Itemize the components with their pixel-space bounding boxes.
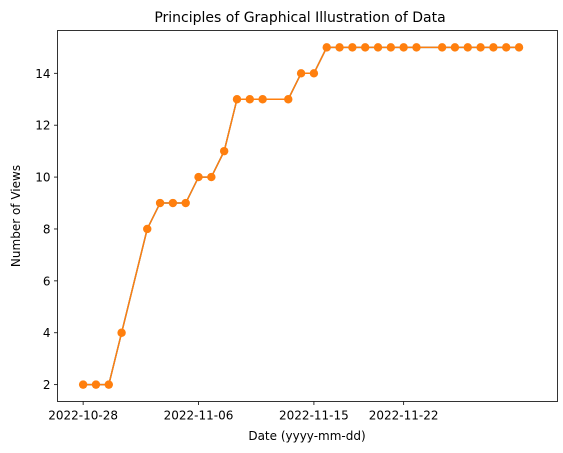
x-axis-ticks: 2022-10-28 2022-11-06 2022-11-15 2022-11-22 [48, 401, 439, 423]
data-point [450, 43, 460, 52]
data-point [360, 43, 370, 52]
data-point [309, 69, 319, 78]
x-axis-label: Date (yyyy-mm-dd) [248, 429, 365, 443]
data-point [194, 172, 203, 182]
data-point [296, 69, 306, 78]
data-point [489, 43, 498, 52]
data-point [373, 43, 383, 52]
data-point [78, 380, 88, 389]
data-point [284, 95, 293, 104]
x-tick-label: 2022-10-28 [48, 409, 118, 423]
plot-area [78, 43, 524, 389]
data-point [117, 328, 126, 337]
x-tick-label: 2022-11-22 [369, 409, 439, 423]
data-point [322, 43, 331, 52]
series-line-underlay [83, 46, 520, 386]
data-point [181, 198, 190, 208]
y-axis-ticks: 2 4 6 8 10 12 14 [35, 67, 58, 392]
data-point [437, 43, 447, 52]
chart-title: Principles of Graphical Illustration of … [154, 10, 445, 26]
data-point [219, 146, 229, 156]
y-axis-label: Number of Views [9, 165, 23, 267]
data-point [348, 43, 357, 52]
x-tick-label: 2022-11-15 [279, 409, 349, 423]
data-point [258, 95, 267, 104]
data-point [502, 43, 511, 52]
axes-frame [57, 30, 558, 402]
data-point [386, 43, 396, 52]
y-tick-label: 10 [35, 171, 50, 185]
x-tick-label: 2022-11-06 [164, 409, 234, 423]
data-point [245, 95, 255, 104]
y-tick-label: 8 [43, 222, 51, 236]
data-point [476, 43, 485, 52]
data-point [155, 198, 165, 208]
series-line [83, 46, 520, 386]
y-tick-label: 12 [35, 119, 50, 133]
y-tick-label: 14 [35, 67, 50, 81]
data-point [168, 198, 178, 208]
data-point [335, 43, 344, 52]
data-point [91, 380, 101, 389]
y-tick-label: 4 [43, 326, 51, 340]
data-point [514, 43, 524, 52]
y-tick-label: 2 [43, 378, 51, 392]
data-point [104, 380, 113, 389]
data-point [399, 43, 408, 52]
data-point [143, 224, 152, 234]
data-point [463, 43, 472, 52]
data-point [207, 172, 216, 182]
y-tick-label: 6 [43, 274, 51, 288]
data-point [232, 95, 242, 104]
data-point [412, 43, 421, 52]
